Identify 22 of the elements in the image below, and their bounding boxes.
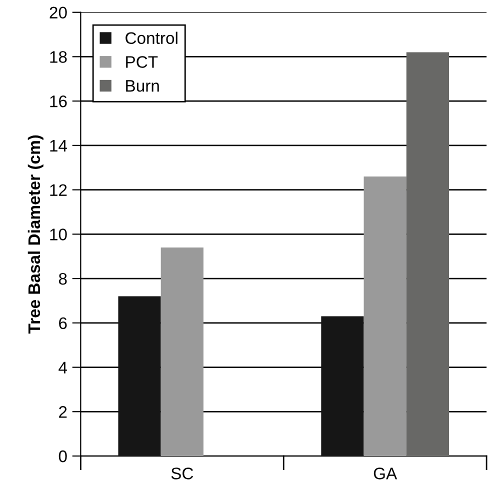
y-axis-title: Tree Basal Diameter (cm) — [28, 135, 44, 334]
y-tick-label: 18 — [50, 51, 67, 63]
y-tick-label: 20 — [50, 6, 67, 19]
bar — [364, 176, 406, 456]
bar — [406, 52, 450, 456]
y-tick-label: 0 — [58, 450, 67, 462]
bar — [321, 316, 364, 456]
y-tick-label: 2 — [59, 406, 67, 418]
bar — [160, 247, 204, 456]
y-tick-label: 6 — [59, 317, 67, 330]
legend-label: Burn — [126, 80, 159, 92]
y-tick-label: 4 — [58, 362, 68, 374]
legend-label: PCT — [126, 56, 158, 68]
y-tick-label: 16 — [50, 95, 67, 108]
x-tick-label: SC — [171, 468, 194, 480]
y-tick-label: 10 — [50, 228, 67, 240]
y-tick-label: 8 — [58, 272, 67, 285]
y-tick-label: 12 — [50, 184, 67, 196]
bar — [118, 296, 161, 456]
y-tick-label: 14 — [50, 140, 68, 152]
x-tick-label: GA — [374, 468, 398, 480]
legend-label: Control — [126, 32, 178, 44]
